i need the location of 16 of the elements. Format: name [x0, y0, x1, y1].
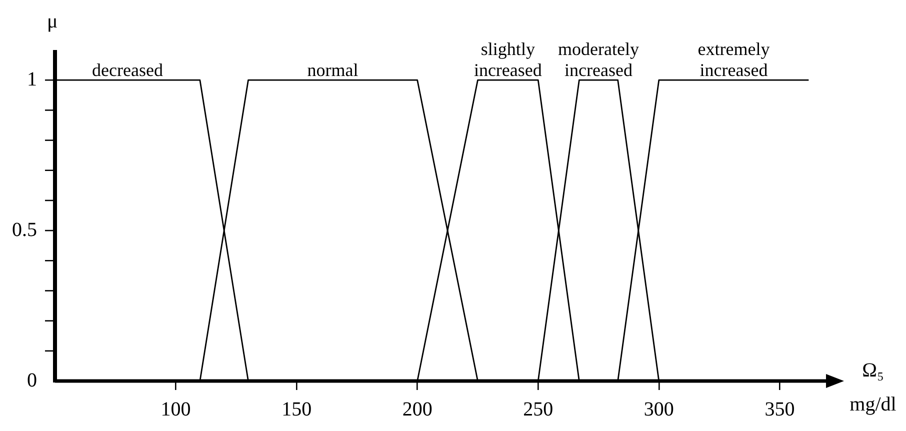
y-tick-label: 0	[27, 369, 37, 392]
y-axis-title: μ	[47, 10, 58, 32]
series-label: normal	[307, 60, 358, 80]
series-label: extremely increased	[698, 39, 770, 80]
series-label: decreased	[92, 60, 163, 80]
x-tick-label: 200	[402, 398, 432, 420]
x-tick-label: 300	[644, 398, 674, 420]
series-label: moderately increased	[558, 39, 639, 80]
y-tick-label: 0.5	[12, 218, 37, 241]
y-tick-label: 1	[27, 68, 37, 90]
x-tick-label: 350	[764, 398, 795, 420]
series-label: slightly increased	[474, 39, 542, 80]
x-tick-label: 250	[523, 398, 554, 420]
x-tick-label: 100	[160, 398, 191, 420]
x-tick-label: 150	[282, 398, 312, 420]
x-axis-title: Ω₅ mg/dl	[850, 359, 897, 416]
